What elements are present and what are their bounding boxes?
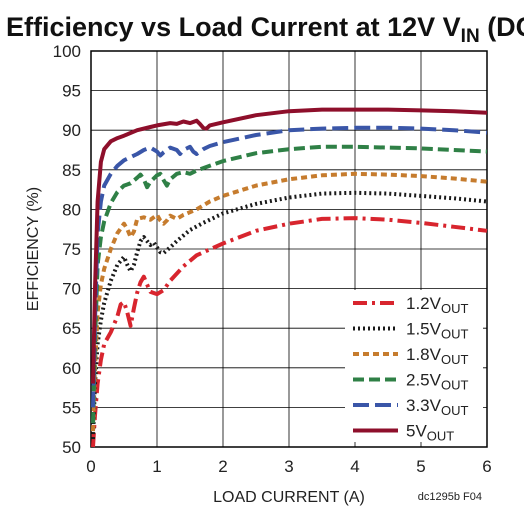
y-tick-label: 80: [62, 200, 81, 219]
x-tick-label: 0: [86, 457, 95, 476]
y-tick-label: 75: [62, 240, 81, 259]
x-tick-label: 4: [350, 457, 359, 476]
series-line-2: [91, 171, 488, 432]
y-tick-label: 60: [62, 359, 81, 378]
x-tick-labels: 0 1 2 3 4 5 6: [86, 457, 491, 476]
x-tick-label: 3: [284, 457, 293, 476]
legend-label-2: 1.8VOUT: [406, 345, 468, 367]
y-tick-label: 65: [62, 319, 81, 338]
chart-title: Efficiency vs Load Current at 12V VIN (D…: [6, 12, 524, 47]
legend: 1.2VOUT 1.5VOUT 1.8VOUT 2.5VOUT 3.3VOUT 5VOUT: [353, 294, 468, 444]
series-line-4: [91, 125, 488, 408]
y-tick-label: 100: [53, 42, 81, 61]
series-line-5: [91, 107, 488, 384]
series-line-3: [91, 144, 488, 424]
y-tick-label: 85: [62, 161, 81, 180]
y-tick-label: 55: [62, 398, 81, 417]
y-tick-labels: 50 55 60 65 70 75 80 85 90 95 100: [53, 42, 81, 457]
legend-label-3: 2.5VOUT: [406, 371, 468, 393]
y-tick-label: 95: [62, 82, 81, 101]
legend-background: [345, 290, 483, 442]
x-tick-label: 2: [218, 457, 227, 476]
x-tick-label: 6: [482, 457, 491, 476]
y-tick-label: 90: [62, 121, 81, 140]
y-axis-label: EFFICIENCY (%): [25, 187, 42, 311]
series-line-0: [91, 216, 488, 448]
x-tick-label: 5: [416, 457, 425, 476]
legend-label-4: 3.3VOUT: [406, 396, 468, 418]
legend-label-1: 1.5VOUT: [406, 320, 468, 342]
legend-label-5: 5VOUT: [406, 422, 454, 444]
data-series: [91, 107, 488, 448]
x-axis-label: LOAD CURRENT (A): [213, 489, 365, 506]
y-tick-label: 70: [62, 280, 81, 299]
y-tick-label: 50: [62, 438, 81, 457]
series-line-1: [91, 190, 488, 440]
legend-label-0: 1.2VOUT: [406, 294, 468, 316]
x-tick-label: 1: [152, 457, 161, 476]
figure-note: dc1295b F04: [418, 491, 482, 503]
